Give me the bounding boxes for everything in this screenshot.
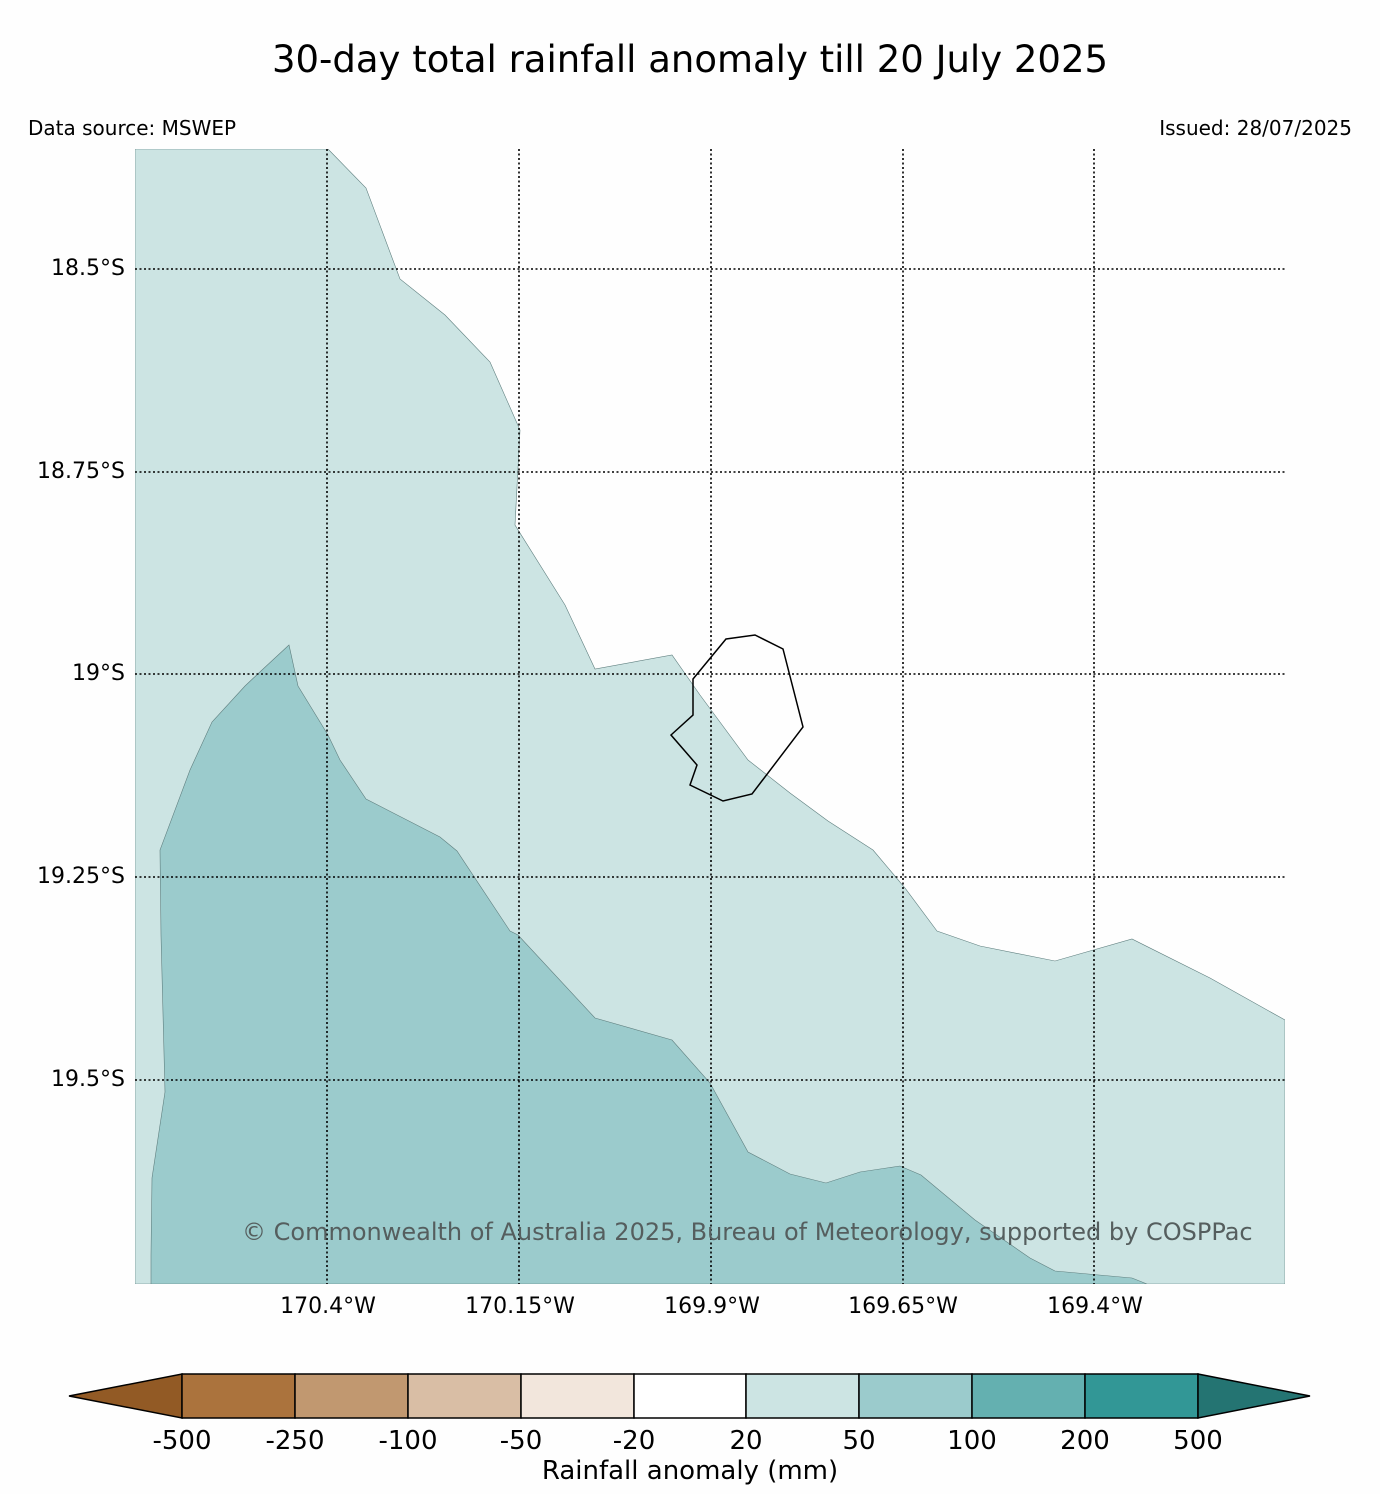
colorbar-tick-label: -500 bbox=[152, 1426, 212, 1456]
colorbar bbox=[68, 1373, 1311, 1419]
longitude-label: 170.4°W bbox=[280, 1294, 376, 1319]
colorbar-swatch bbox=[745, 1373, 860, 1419]
island-coastline-outline bbox=[669, 634, 804, 802]
longitude-label: 169.65°W bbox=[848, 1294, 958, 1319]
longitude-label: 170.15°W bbox=[465, 1294, 575, 1319]
colorbar-extend-high bbox=[1197, 1373, 1311, 1419]
map-title: 30-day total rainfall anomaly till 20 Ju… bbox=[271, 38, 1109, 81]
colorbar-tick-label: -100 bbox=[378, 1426, 438, 1456]
colorbar-swatch bbox=[1084, 1373, 1199, 1419]
issued-date-label: Issued: 28/07/2025 bbox=[1159, 116, 1352, 140]
data-source-label: Data source: MSWEP bbox=[28, 116, 237, 140]
map-plot-area bbox=[135, 149, 1285, 1284]
colorbar-tick-label: 500 bbox=[1173, 1426, 1223, 1456]
colorbar-label: Rainfall anomaly (mm) bbox=[541, 1456, 839, 1486]
colorbar-swatch bbox=[294, 1373, 409, 1419]
colorbar-swatch bbox=[633, 1373, 747, 1419]
colorbar-swatch bbox=[520, 1373, 635, 1419]
colorbar-tick-label: 100 bbox=[947, 1426, 997, 1456]
latitude-label: 19.25°S bbox=[37, 864, 125, 889]
gridlines bbox=[135, 149, 1285, 1284]
colorbar-extend-low bbox=[68, 1373, 183, 1419]
colorbar-tick-label: -50 bbox=[499, 1426, 543, 1456]
colorbar-tick-label: -20 bbox=[612, 1426, 656, 1456]
latitude-label: 18.75°S bbox=[37, 459, 125, 484]
colorbar-tick-label: -250 bbox=[265, 1426, 325, 1456]
latitude-label: 19.5°S bbox=[51, 1067, 125, 1092]
colorbar-swatch bbox=[971, 1373, 1086, 1419]
colorbar-swatch bbox=[181, 1373, 296, 1419]
colorbar-swatch bbox=[407, 1373, 522, 1419]
colorbar-swatch bbox=[858, 1373, 973, 1419]
latitude-label: 18.5°S bbox=[51, 256, 125, 281]
colorbar-tick-label: 50 bbox=[842, 1426, 876, 1456]
latitude-label: 19°S bbox=[72, 661, 125, 686]
colorbar-tick-label: 20 bbox=[729, 1426, 763, 1456]
anomaly-region-50-100 bbox=[150, 644, 1148, 1284]
copyright-watermark: © Commonwealth of Australia 2025, Bureau… bbox=[242, 1218, 1253, 1246]
longitude-label: 169.9°W bbox=[664, 1294, 760, 1319]
colorbar-tick-label: 200 bbox=[1060, 1426, 1110, 1456]
longitude-label: 169.4°W bbox=[1047, 1294, 1143, 1319]
